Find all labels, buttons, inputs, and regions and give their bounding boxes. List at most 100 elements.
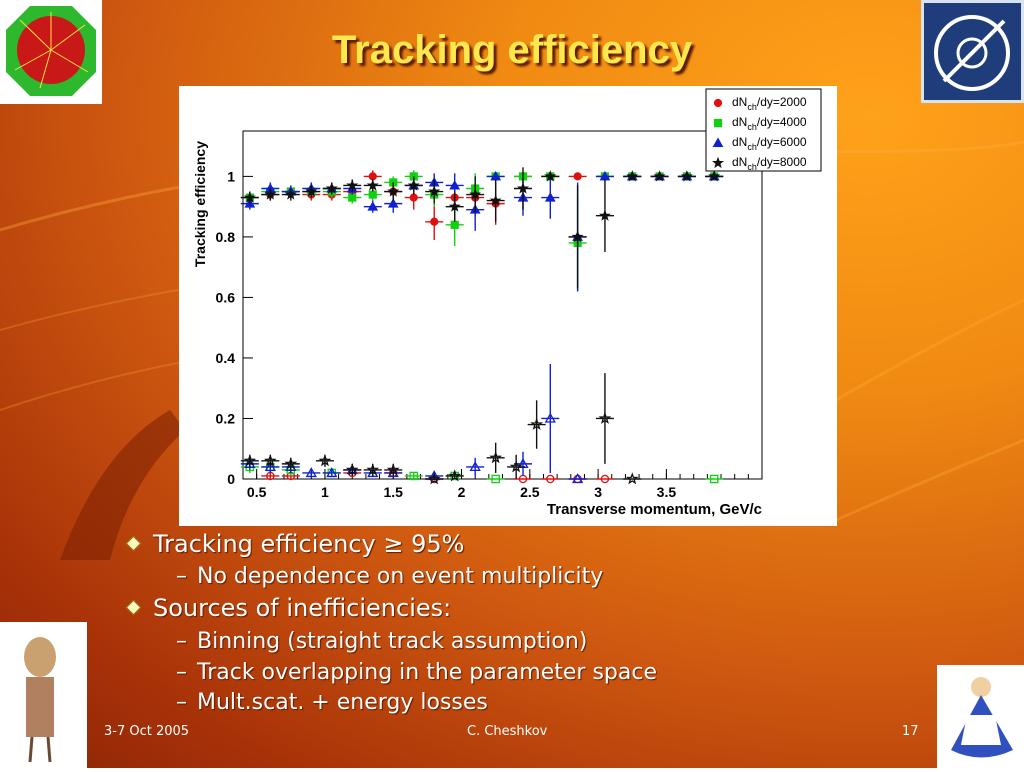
x-axis-label: Transverse momentum, GeV/c [547, 501, 762, 518]
dash-icon: – [176, 564, 187, 589]
dash-icon: – [176, 690, 187, 715]
data-point-triangle [712, 137, 724, 147]
data-point-star [708, 170, 721, 182]
sub-bullet-item: – Mult.scat. + energy losses [176, 690, 488, 715]
bullet-item: Sources of inefficiencies: [125, 594, 451, 622]
legend-tail: /dy=2000 [757, 95, 807, 109]
x-tick-label: 1.5 [384, 484, 404, 500]
data-point-star [264, 188, 277, 200]
sub-bullet-item: – Track overlapping in the parameter spac… [176, 660, 657, 685]
legend-subscript: ch [747, 162, 757, 172]
footer-author: C. Cheshkov [467, 724, 548, 739]
data-point-triangle [469, 461, 481, 472]
legend-main: dN [732, 155, 747, 169]
y-tick-label: 1 [227, 168, 235, 184]
footer-page-number: 17 [902, 724, 919, 739]
data-point-circle [546, 474, 555, 484]
x-tick-label: 1 [321, 484, 329, 500]
data-point-circle [368, 172, 377, 181]
legend-main: dN [732, 135, 747, 149]
data-point-square [713, 118, 723, 128]
legend-entry: dNch/dy=6000 [732, 135, 807, 152]
data-point-star [407, 179, 420, 191]
data-point-star [325, 182, 338, 194]
data-point-circle [600, 474, 610, 484]
data-point-star [598, 411, 612, 424]
data-point-star [366, 179, 379, 191]
dash-icon: – [176, 629, 187, 654]
data-point-star [318, 454, 332, 467]
alice-illustration-right [937, 665, 1024, 768]
data-point-star [489, 451, 502, 464]
data-point-circle [430, 217, 439, 226]
y-tick-label: 0.4 [216, 350, 236, 366]
legend-entry: dNch/dy=4000 [732, 115, 807, 132]
data-point-triangle [305, 467, 317, 478]
data-point-square [409, 471, 418, 481]
efficiency-plot: 0.5 1 1.5 2 2.5 3 3.5 0 0.2 0.4 0.6 0.8 1 Transverse … [179, 86, 837, 526]
data-point-circle [409, 193, 418, 202]
data-point-circle [573, 172, 582, 181]
y-tick-label: 0 [227, 471, 235, 487]
data-point-triangle [572, 473, 584, 484]
alice-tall-figure [24, 637, 56, 763]
cern-logo [921, 0, 1024, 103]
data-point-square [491, 474, 500, 484]
x-tick-label: 2.5 [520, 484, 540, 500]
data-point-star [428, 185, 441, 197]
legend-subscript: ch [747, 122, 757, 132]
data-point-star [625, 472, 639, 485]
data-point-star [448, 200, 461, 212]
legend-entry: dNch/dy=8000 [732, 155, 807, 172]
data-point-star [284, 188, 297, 200]
data-point-circle [713, 98, 723, 108]
data-point-square [368, 190, 377, 199]
data-point-star [653, 170, 666, 182]
slide-title: Tracking efficiency [331, 28, 693, 72]
x-tick-label: 3.5 [657, 484, 677, 500]
data-point-star [366, 463, 380, 476]
plot-frame [242, 130, 763, 480]
data-point-star [711, 156, 725, 169]
legend-box [705, 88, 822, 172]
data-point-triangle [367, 201, 379, 211]
data-point-square [709, 474, 719, 484]
data-point-star [386, 463, 400, 476]
data-point-star [530, 417, 544, 430]
footer-date: 3-7 Oct 2005 [104, 724, 190, 739]
data-point-star [509, 460, 523, 473]
alice-dress-figure [951, 677, 1013, 758]
alice-logo [0, 0, 102, 104]
x-tick-label: 3 [594, 484, 602, 500]
legend-subscript: ch [747, 102, 757, 112]
data-point-star [489, 194, 502, 206]
data-point-star [243, 454, 257, 467]
efficiency-chart: 0.5 1 1.5 2 2.5 3 3.5 0 0.2 0.4 0.6 0.8 1 Transverse … [192, 88, 822, 518]
data-point-star [544, 170, 557, 182]
data-point-star [427, 472, 441, 485]
data-point-star [346, 179, 359, 191]
data-point-star [626, 170, 639, 182]
data-point-star [571, 230, 584, 242]
dash-icon: – [176, 660, 187, 685]
y-axis-label: Tracking efficiency [192, 141, 208, 267]
data-point-triangle [544, 412, 556, 423]
data-point-square [348, 193, 357, 202]
legend-tail: /dy=4000 [757, 115, 807, 129]
data-point-triangle [387, 198, 399, 208]
y-tick-label: 0.8 [216, 229, 236, 245]
data-point-triangle [544, 192, 556, 202]
sub-bullet-item: – No dependence on event multiplicity [176, 564, 604, 589]
data-point-triangle [326, 467, 338, 478]
data-point-star [264, 454, 277, 467]
bullet-diamond-icon [125, 599, 142, 616]
legend-entry: dNch/dy=2000 [732, 95, 807, 112]
x-tick-label: 0.5 [247, 484, 267, 500]
data-point-star [680, 170, 693, 182]
data-point-star [305, 185, 318, 197]
alice-logo-graphic [6, 6, 96, 96]
sub-bullet-item: – Binning (straight track assumption) [176, 629, 588, 654]
legend-tail: /dy=8000 [757, 155, 807, 169]
y-tick-label: 0.6 [216, 289, 236, 305]
data-point-square [450, 220, 459, 229]
